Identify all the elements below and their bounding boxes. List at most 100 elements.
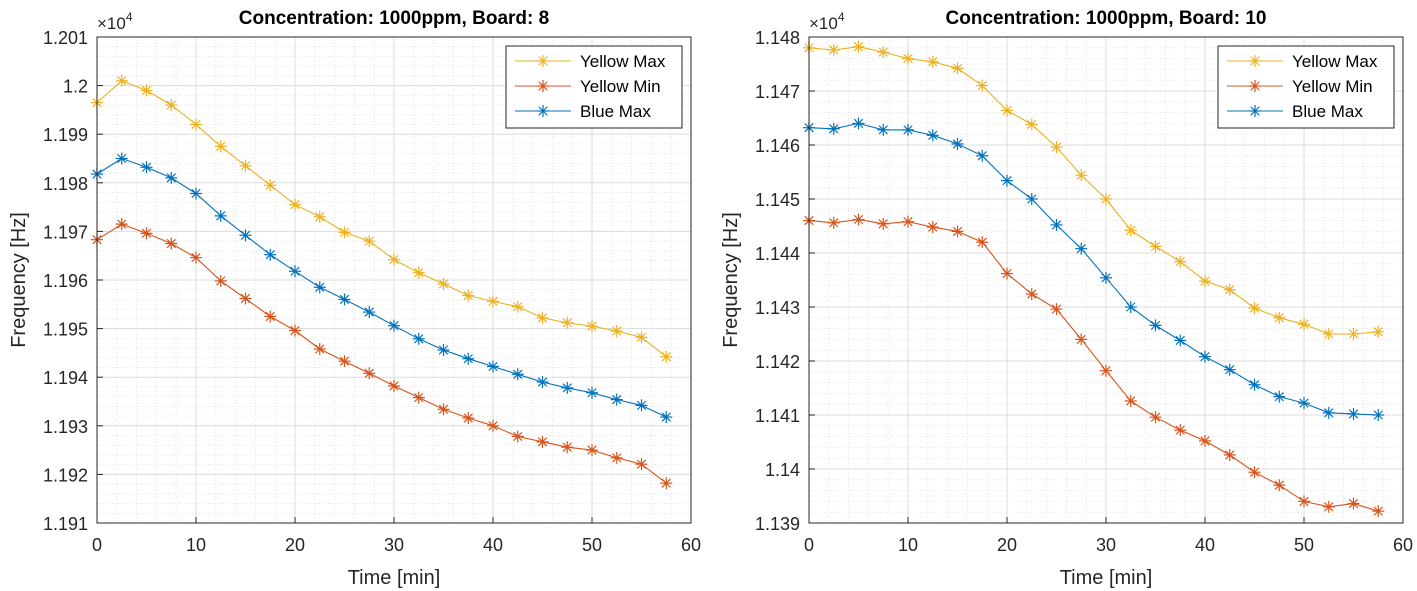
legend-box [505, 45, 683, 129]
data-point-blue-max [511, 368, 524, 381]
data-point-yellow-max [635, 331, 648, 344]
marker-stroke [903, 217, 913, 227]
marker-stroke [240, 161, 251, 171]
x-tick-label: 0 [804, 535, 814, 555]
marker-stroke [1200, 276, 1210, 286]
marker-stroke [488, 421, 498, 431]
x-tick-label: 40 [483, 535, 503, 555]
data-point-blue-max [462, 352, 475, 365]
marker-stroke [537, 377, 548, 387]
marker-stroke [240, 293, 251, 304]
data-point-yellow-min [165, 237, 178, 250]
data-point-yellow-min [536, 435, 549, 448]
data-point-blue-max [926, 129, 939, 142]
marker-stroke [240, 230, 251, 240]
marker-stroke [878, 125, 888, 135]
data-point-yellow-max [1001, 104, 1013, 117]
chart-board-8: 0 10 20 30 40 50 60 1.191 1.192 1.193 1.194 1.195 1.… [8, 8, 701, 589]
legend-label-blue-max: Blue Max [580, 102, 651, 121]
marker-stroke [562, 383, 572, 393]
y-axis-label: Frequency [Hz] [8, 212, 30, 348]
data-point-yellow-max [1223, 283, 1236, 296]
data-point-yellow-max [190, 118, 202, 131]
marker-stroke [1101, 366, 1111, 376]
marker-stroke [636, 459, 647, 469]
data-point-yellow-min [1124, 394, 1137, 407]
data-point-yellow-max [827, 43, 840, 56]
marker-stroke [928, 130, 938, 140]
marker-stroke [1101, 194, 1111, 204]
data-point-yellow-max [926, 55, 939, 68]
y-tick-label: 1.195 [43, 320, 88, 340]
marker-stroke [166, 173, 176, 183]
data-point-blue-max [1372, 409, 1385, 421]
data-point-blue-max [1223, 363, 1236, 376]
marker-stroke [389, 254, 399, 265]
legend: Yellow Max Yellow Min Blue Max [505, 45, 683, 129]
marker-stroke [562, 318, 572, 328]
marker-stroke [438, 345, 449, 355]
marker-stroke [1027, 289, 1037, 299]
data-point-yellow-min [1372, 505, 1385, 518]
data-point-blue-max [976, 149, 989, 162]
data-point-blue-max [902, 123, 914, 136]
marker-stroke [928, 57, 938, 67]
x-tick-label: 60 [681, 535, 701, 555]
marker-stroke [265, 250, 275, 260]
data-point-blue-max [1050, 218, 1063, 231]
marker-stroke [463, 290, 473, 301]
data-point-blue-max [586, 386, 598, 399]
data-point-blue-max [1298, 397, 1310, 410]
data-point-yellow-min [1248, 466, 1261, 479]
data-point-blue-max [951, 137, 964, 150]
plot-area [91, 74, 673, 490]
marker-stroke [1200, 436, 1210, 446]
marker-stroke [117, 76, 127, 86]
data-point-yellow-min [902, 215, 914, 228]
chart-title: Concentration: 1000ppm, Board: 10 [946, 8, 1267, 29]
data-point-yellow-min [827, 216, 840, 229]
axes-frame [96, 36, 692, 524]
data-point-yellow-max [487, 295, 499, 308]
data-point-yellow-max [1025, 118, 1038, 131]
marker-stroke [117, 219, 127, 229]
data-point-blue-max [1075, 242, 1088, 255]
marker-stroke [853, 118, 864, 129]
legend-marker-yellow-max [537, 55, 549, 67]
marker-stroke [1250, 106, 1260, 116]
marker-stroke [1324, 329, 1334, 339]
marker-stroke [166, 238, 176, 249]
data-point-blue-max [1347, 407, 1360, 420]
data-point-yellow-min [363, 367, 376, 380]
data-point-yellow-max [239, 159, 252, 172]
data-point-blue-max [338, 293, 351, 306]
marker-stroke [587, 445, 597, 455]
legend-marker-yellow-min [537, 80, 549, 92]
marker-stroke [853, 42, 864, 52]
legend-label-yellow-max: Yellow Max [1292, 52, 1378, 71]
legend-label-yellow-min: Yellow Min [580, 77, 661, 96]
marker-stroke [1348, 498, 1359, 509]
data-point-yellow-min [214, 274, 227, 287]
data-point-yellow-min [388, 379, 400, 392]
marker-stroke [853, 214, 864, 225]
data-point-blue-max [487, 360, 499, 373]
data-point-yellow-min [239, 292, 252, 305]
data-point-yellow-min [1347, 497, 1360, 510]
y-tick-label: 1.139 [755, 514, 800, 534]
chart-board-10: 0 10 20 30 40 50 60 1.139 1.14 1.141 1.142 1.143 1.1… [720, 8, 1413, 589]
data-point-yellow-min [852, 213, 865, 226]
data-point-blue-max [561, 381, 574, 394]
marker-stroke [1126, 396, 1136, 406]
legend-box [1217, 45, 1395, 129]
data-point-yellow-min [190, 251, 202, 264]
marker-stroke [315, 282, 325, 292]
x-tick-label: 50 [582, 535, 602, 555]
legend-marker-blue-max [537, 105, 549, 117]
marker-stroke [1225, 450, 1235, 460]
data-point-blue-max [289, 265, 301, 278]
marker-stroke [538, 56, 548, 66]
data-point-yellow-max [388, 253, 400, 266]
x-tick-label: 60 [1393, 535, 1413, 555]
data-point-yellow-min [1174, 424, 1187, 437]
